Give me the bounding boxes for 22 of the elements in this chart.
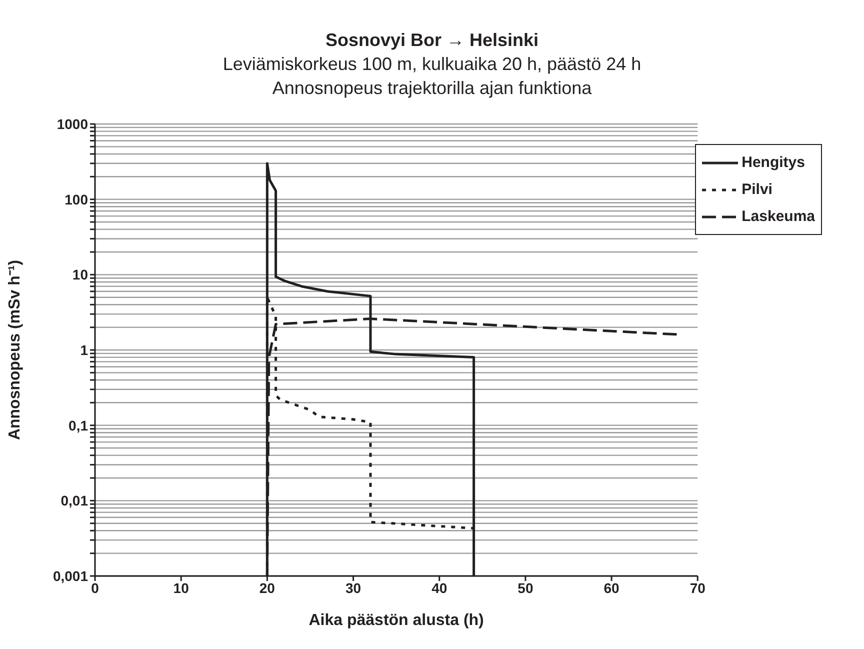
- y-tick-label: 1000: [56, 116, 88, 132]
- legend-label: Laskeuma: [742, 208, 815, 225]
- chart-subtitle: Leviämiskorkeus 100 m, kulkuaika 20 h, päästö 24 h Annosnopeus trajektorilla ajan funktiona: [222, 53, 642, 100]
- y-tick-label: 0,1: [68, 417, 88, 434]
- x-tick-label: 0: [91, 580, 100, 596]
- legend-label: Pilvi: [742, 181, 772, 198]
- y-tick-label: 1: [80, 342, 88, 358]
- x-tick-label: 20: [259, 580, 276, 596]
- y-axis-title: Annosnopeus (mSv h⁻¹): [6, 260, 24, 440]
- x-tick-label: 10: [173, 580, 190, 596]
- x-axis-title: Aika päästön alusta (h): [308, 612, 484, 629]
- x-tick-label: 50: [518, 580, 534, 596]
- x-tick-label: 30: [345, 580, 362, 596]
- y-tick-label: 0,001: [52, 568, 88, 584]
- x-tick-label: 70: [690, 580, 706, 596]
- legend-label: Hengitys: [742, 154, 805, 171]
- chart-title: Sosnovyi Bor → Helsinki: [324, 29, 540, 52]
- y-tick-label: 10: [72, 266, 88, 283]
- x-tick-label: 40: [432, 580, 448, 596]
- y-tick-label: 100: [64, 191, 88, 208]
- x-tick-label: 60: [604, 580, 620, 596]
- y-tick-label: 0,01: [60, 492, 88, 509]
